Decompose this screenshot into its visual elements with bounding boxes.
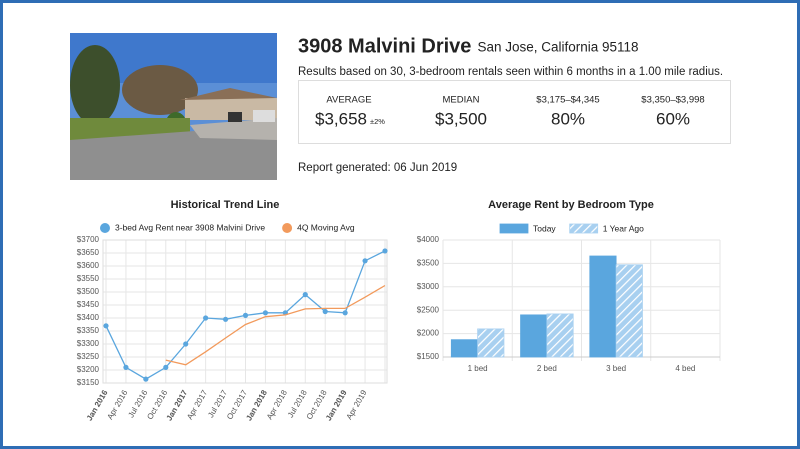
bar (520, 314, 548, 358)
y-tick-label: $3500 (417, 259, 440, 268)
bar (615, 264, 643, 358)
y-tick-label: $3500 (77, 287, 100, 296)
street-photo (70, 33, 277, 180)
x-tick-label: 2 bed (537, 364, 557, 373)
point (362, 258, 368, 264)
stat-label: $3,175–$4,345 (536, 95, 599, 106)
y-tick-label: $2000 (417, 329, 440, 338)
point (222, 316, 229, 322)
y-tick-label: $3300 (77, 339, 100, 348)
legend-label: 4Q Moving Avg (297, 222, 355, 232)
x-tick-label: 3 bed (606, 364, 626, 373)
y-tick-label: $3700 (77, 235, 100, 244)
bar (589, 255, 617, 358)
y-tick-label: $3400 (77, 313, 100, 322)
city: San Jose, California 95118 (477, 40, 638, 55)
stat-value: $3,658 (315, 109, 367, 128)
street: 3908 Malvini Drive (298, 35, 471, 57)
y-tick-label: $3200 (77, 365, 100, 374)
report-date: Report generated: 06 Jun 2019 (298, 162, 457, 174)
stat-note: ±2% (370, 117, 385, 126)
stat-value: $3,500 (435, 109, 487, 128)
series-line (165, 284, 386, 366)
stats-box (298, 80, 731, 144)
y-tick-label: $3650 (77, 248, 100, 257)
x-tick-label: 4 bed (675, 364, 695, 373)
point (203, 315, 209, 321)
legend-swatch (499, 223, 529, 234)
point (163, 364, 169, 370)
legend-swatch (100, 223, 110, 233)
plot-area (102, 239, 388, 384)
point (342, 310, 348, 316)
chart-title: Average Rent by Bedroom Type (488, 199, 654, 211)
stat-value: 80% (551, 109, 585, 128)
y-tick-label: $3550 (77, 274, 100, 283)
point (183, 341, 189, 347)
x-tick-label: 1 bed (468, 364, 488, 373)
legend-swatch (282, 223, 293, 233)
stat-label: MEDIAN (443, 95, 480, 106)
point (322, 308, 328, 315)
point (103, 323, 109, 329)
y-tick-label: $4000 (417, 235, 440, 244)
chart-title: Historical Trend Line (171, 199, 280, 211)
y-tick-label: $3150 (77, 378, 100, 387)
bar (477, 328, 505, 358)
legend-label: 3-bed Avg Rent near 3908 Malvini Drive (115, 222, 265, 232)
stat-value: 60% (656, 109, 690, 128)
y-tick-label: $3350 (77, 326, 100, 335)
point (382, 248, 388, 254)
bar (450, 339, 479, 358)
y-tick-label: $1500 (417, 352, 440, 361)
y-tick-label: $3000 (417, 282, 440, 291)
point (242, 312, 249, 318)
summary: Results based on 30, 3-bedroom rentals s… (298, 66, 723, 78)
point (123, 364, 129, 370)
legend-label: 1 Year Ago (603, 223, 644, 233)
legend-label: Today (533, 223, 556, 233)
bar (546, 313, 574, 358)
point (143, 376, 149, 382)
y-tick-label: $2500 (417, 305, 440, 314)
stat-label: $3,350–$3,998 (641, 95, 704, 106)
point (262, 310, 269, 316)
y-tick-label: $3450 (77, 300, 100, 309)
stat-label: AVERAGE (326, 95, 371, 106)
point (302, 292, 308, 298)
legend-swatch (569, 223, 599, 234)
y-tick-label: $3250 (77, 352, 100, 361)
y-tick-label: $3600 (77, 261, 100, 270)
